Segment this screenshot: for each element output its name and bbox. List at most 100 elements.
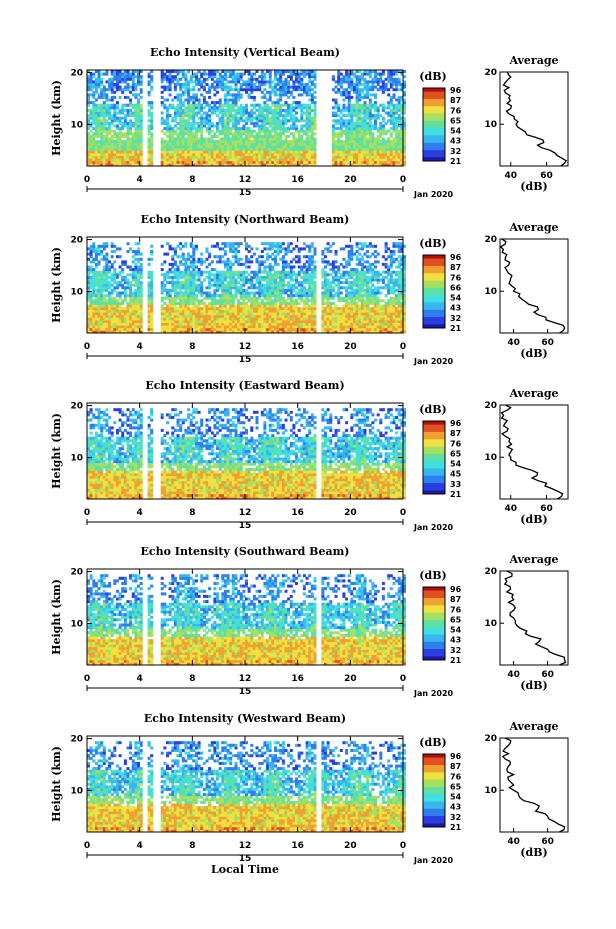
heatmap-cell bbox=[208, 158, 212, 162]
heatmap-cell bbox=[252, 95, 256, 99]
heatmap-cell bbox=[94, 147, 98, 151]
heatmap-cell bbox=[384, 153, 388, 156]
heatmap-cell bbox=[173, 85, 177, 89]
heatmap-cell bbox=[371, 134, 375, 138]
heatmap-cell bbox=[184, 160, 188, 164]
heatmap-cell bbox=[160, 80, 164, 84]
heatmap-cell bbox=[287, 147, 291, 151]
heatmap-cell bbox=[179, 124, 183, 128]
heatmap-cell bbox=[131, 283, 135, 287]
heatmap-cell bbox=[89, 158, 93, 162]
heatmap-cell bbox=[118, 153, 122, 156]
heatmap-cell bbox=[94, 121, 98, 125]
heatmap-cell bbox=[113, 134, 117, 138]
heatmap-cell bbox=[403, 83, 406, 86]
heatmap-cell bbox=[208, 255, 212, 259]
heatmap-cell bbox=[276, 142, 280, 146]
heatmap-cell bbox=[289, 150, 293, 154]
heatmap-cell bbox=[339, 147, 343, 151]
heatmap-cell bbox=[266, 160, 270, 164]
heatmap-cell bbox=[226, 307, 230, 311]
heatmap-cell bbox=[268, 163, 272, 167]
heatmap-cell bbox=[210, 147, 214, 151]
heatmap-cell bbox=[118, 158, 122, 162]
heatmap-cell bbox=[137, 134, 140, 138]
heatmap-cell bbox=[210, 314, 214, 318]
heatmap-cell bbox=[313, 150, 317, 154]
heatmap-cell bbox=[181, 320, 185, 323]
heatmap-cell bbox=[137, 296, 140, 300]
heatmap-cell bbox=[342, 114, 346, 118]
heatmap-cell bbox=[179, 140, 183, 144]
heatmap-cell bbox=[368, 145, 372, 149]
heatmap-cell bbox=[97, 95, 101, 99]
heatmap-cell bbox=[221, 75, 225, 79]
heatmap-cell bbox=[218, 153, 222, 156]
heatmap-cell bbox=[263, 101, 267, 105]
heatmap-cell bbox=[363, 134, 367, 138]
heatmap-cell bbox=[395, 80, 399, 84]
heatmap-cell bbox=[202, 121, 206, 125]
heatmap-cell bbox=[313, 70, 317, 73]
heatmap-cell bbox=[137, 119, 140, 123]
heatmap-cell bbox=[242, 307, 246, 311]
heatmap-cell bbox=[166, 116, 169, 120]
heatmap-cell bbox=[389, 121, 393, 125]
heatmap-cell bbox=[105, 270, 109, 274]
heatmap-cell bbox=[181, 150, 185, 154]
heatmap-cell bbox=[181, 70, 185, 73]
heatmap-cell bbox=[255, 327, 259, 331]
heatmap-cell bbox=[166, 327, 169, 331]
heatmap-cell bbox=[195, 103, 198, 107]
heatmap-cell bbox=[189, 121, 193, 125]
heatmap-cell bbox=[234, 312, 238, 316]
heatmap-cell bbox=[363, 114, 367, 118]
heatmap-cell bbox=[266, 265, 270, 269]
heatmap-cell bbox=[279, 70, 283, 73]
heatmap-cell bbox=[150, 163, 154, 167]
heatmap-cell bbox=[166, 309, 169, 313]
heatmap-cell bbox=[387, 163, 391, 167]
heatmap-cell bbox=[121, 142, 125, 146]
heatmap-cell bbox=[108, 116, 112, 120]
heatmap-cell bbox=[223, 93, 227, 97]
heatmap-cell bbox=[181, 294, 185, 298]
heatmap-cell bbox=[223, 119, 227, 123]
heatmap-cell bbox=[274, 124, 277, 128]
heatmap-cell bbox=[287, 140, 291, 144]
heatmap-cell bbox=[313, 111, 317, 115]
heatmap-cell bbox=[87, 322, 90, 326]
heatmap-cell bbox=[137, 265, 140, 269]
heatmap-cell bbox=[237, 142, 241, 146]
heatmap-cell bbox=[366, 127, 370, 131]
heatmap-cell bbox=[134, 111, 138, 115]
heatmap-cell bbox=[226, 275, 230, 279]
heatmap-cell bbox=[381, 83, 385, 86]
heatmap-cell bbox=[223, 330, 227, 334]
heatmap-cell bbox=[260, 83, 264, 86]
heatmap-cell bbox=[263, 307, 267, 311]
heatmap-cell bbox=[118, 309, 122, 313]
heatmap-cell bbox=[189, 301, 193, 305]
heatmap-cell bbox=[179, 312, 183, 316]
heatmap-cell bbox=[163, 127, 167, 131]
heatmap-cell bbox=[274, 127, 277, 131]
heatmap-cell bbox=[229, 312, 233, 316]
heatmap-cell bbox=[353, 85, 356, 89]
heatmap-cell bbox=[181, 275, 185, 279]
heatmap-cell bbox=[105, 252, 109, 256]
heatmap-cell bbox=[134, 140, 138, 144]
heatmap-cell bbox=[339, 77, 343, 81]
heatmap-cell bbox=[197, 317, 201, 321]
heatmap-cell bbox=[221, 314, 225, 318]
heatmap-cell bbox=[213, 320, 217, 323]
heatmap-cell bbox=[221, 160, 225, 164]
heatmap-cell bbox=[192, 288, 196, 292]
heatmap-cell bbox=[147, 137, 151, 141]
heatmap-cell bbox=[195, 132, 198, 136]
heatmap-cell bbox=[184, 283, 188, 287]
heatmap-cell bbox=[131, 145, 135, 149]
heatmap-cell bbox=[189, 108, 193, 112]
heatmap-cell bbox=[179, 294, 183, 298]
heatmap-cell bbox=[163, 106, 167, 110]
